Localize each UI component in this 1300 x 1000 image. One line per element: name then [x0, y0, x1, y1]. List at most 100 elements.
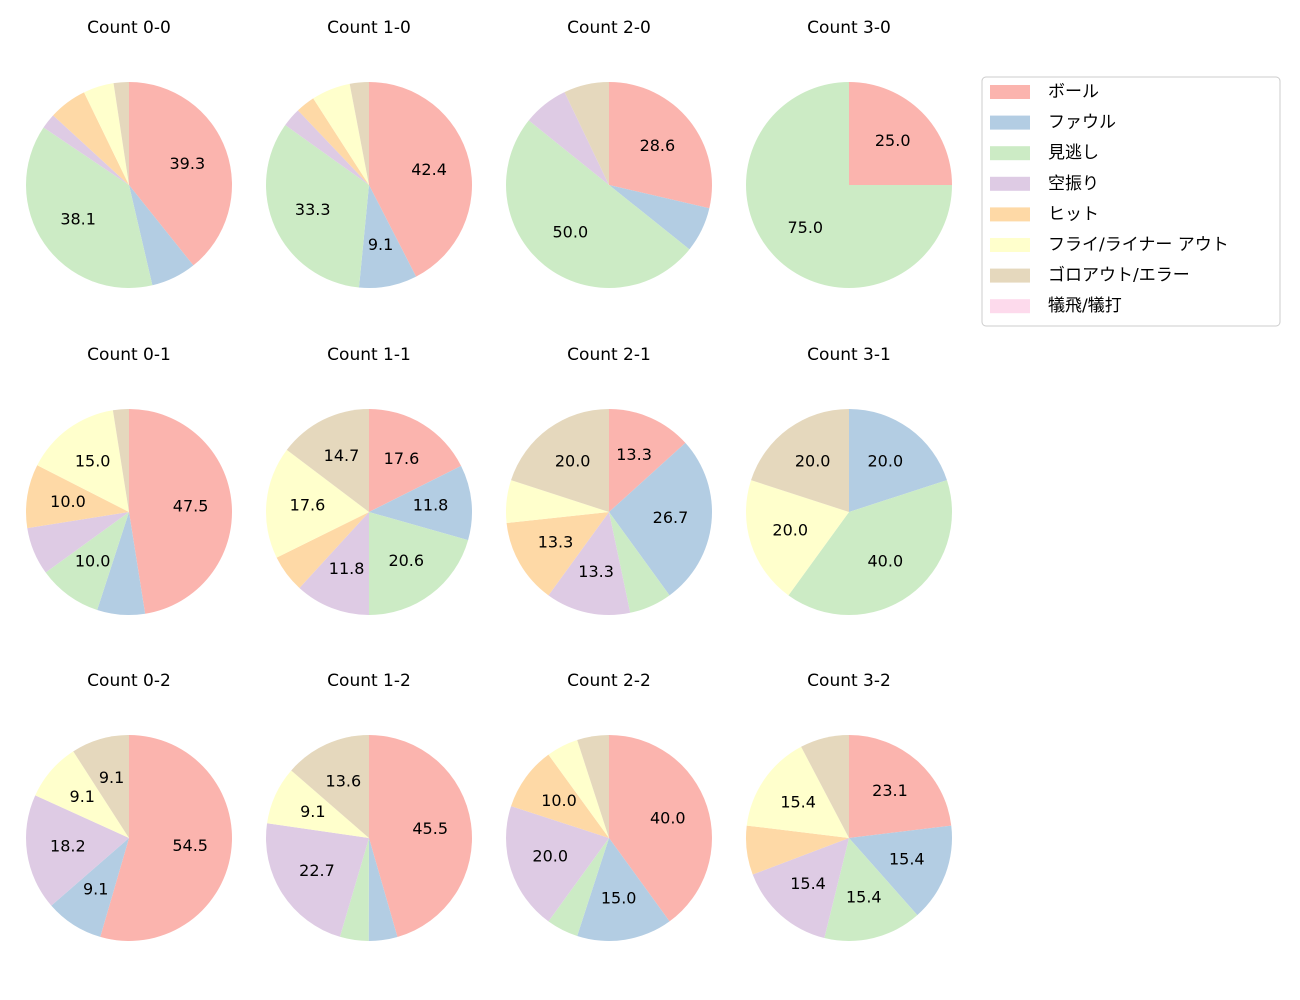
slice-label: 11.8 — [413, 496, 449, 515]
pie-slice — [358, 185, 417, 288]
slice-label: 10.0 — [75, 551, 111, 570]
pie-slice — [267, 770, 369, 838]
slice-label: 20.6 — [388, 551, 424, 570]
legend-label: ボール — [1048, 82, 1099, 102]
slice-label: 54.5 — [172, 836, 208, 855]
slice-label: 11.8 — [329, 559, 365, 578]
pie-slice — [276, 512, 369, 588]
pie-slice — [97, 512, 146, 615]
pie-slice — [849, 735, 952, 838]
slice-label: 15.4 — [790, 874, 826, 893]
slice-label: 42.4 — [411, 160, 447, 179]
slice-label: 13.3 — [538, 532, 574, 551]
pie-slice — [609, 185, 710, 250]
pie-slice — [26, 795, 130, 906]
pie-slice — [548, 838, 609, 936]
pie-slice — [37, 410, 129, 512]
slice-label: 23.1 — [872, 781, 908, 800]
pie-slice — [53, 92, 129, 185]
pie-slice — [752, 838, 849, 939]
pie-title: Count 3-1 — [807, 345, 891, 365]
slice-label: 9.1 — [83, 880, 108, 899]
legend-label: ファウル — [1048, 113, 1116, 133]
slice-label: 38.1 — [60, 210, 96, 229]
pie-title: Count 1-1 — [327, 345, 411, 365]
pie-slice — [511, 754, 609, 838]
pie-slice — [45, 512, 129, 610]
pie-slice — [297, 98, 369, 185]
pie-slice — [564, 92, 609, 185]
slice-label: 18.2 — [50, 836, 86, 855]
pie-slice — [286, 409, 369, 512]
slice-label: 50.0 — [553, 223, 589, 242]
pie-slice — [369, 465, 472, 541]
slice-label: 15.4 — [780, 792, 816, 811]
pie-slice — [266, 823, 369, 937]
pie-slice — [548, 740, 609, 838]
legend-swatch — [990, 207, 1030, 222]
pie-slice — [849, 409, 947, 512]
legend-swatch — [990, 115, 1030, 130]
pie-slice — [609, 735, 713, 922]
slice-label: 20.0 — [868, 452, 904, 471]
pie-title: Count 2-0 — [567, 18, 651, 38]
pie-slice — [506, 512, 609, 596]
pie-slice — [369, 512, 469, 615]
pie-title: Count 2-2 — [567, 671, 651, 691]
legend-label: ゴロアウト/エラー — [1048, 265, 1190, 286]
legend-swatch — [990, 146, 1030, 161]
slice-label: 75.0 — [787, 218, 823, 237]
pie-slice — [100, 735, 232, 942]
pie-slice — [313, 83, 369, 185]
slice-label: 20.0 — [532, 847, 568, 866]
pie-slice — [577, 838, 670, 941]
pie-slice — [349, 82, 369, 185]
slice-label: 9.1 — [300, 802, 325, 821]
pie-slice — [26, 465, 130, 529]
pie-title: Count 1-2 — [327, 671, 411, 691]
slice-label: 9.1 — [99, 768, 124, 787]
pie-slice — [339, 838, 369, 941]
slice-label: 15.0 — [601, 889, 637, 908]
pie-slice — [51, 838, 130, 937]
pie-slice — [609, 82, 713, 209]
legend-swatch — [990, 268, 1030, 283]
slice-label: 15.0 — [75, 452, 111, 471]
pie-slice — [369, 735, 472, 937]
slice-label: 15.4 — [889, 849, 925, 868]
pie-slice — [112, 409, 129, 512]
slice-label: 33.3 — [295, 200, 331, 219]
pie-slice — [84, 83, 129, 185]
pie-title: Count 0-0 — [87, 18, 171, 38]
pie-slice — [801, 735, 849, 838]
slice-label: 22.7 — [299, 861, 335, 880]
pie-title: Count 1-0 — [327, 18, 411, 38]
pie-slice — [788, 480, 952, 615]
pie-slice — [506, 480, 609, 523]
slice-label: 45.5 — [412, 819, 448, 838]
pie-slice — [506, 120, 690, 288]
pie-slice — [26, 127, 153, 289]
pie-slice — [369, 409, 462, 512]
pie-slice — [266, 125, 369, 288]
pie-title: Count 3-0 — [807, 18, 891, 38]
pie-slice — [291, 735, 369, 838]
pie-slice — [285, 110, 369, 185]
pie-slice — [577, 735, 609, 838]
slice-label: 20.0 — [772, 521, 808, 540]
pie-slice — [129, 82, 232, 266]
slice-label: 28.6 — [640, 136, 676, 155]
pie-slice — [849, 825, 952, 916]
pie-slice — [609, 512, 670, 613]
slice-label: 47.5 — [173, 497, 209, 516]
slice-label: 17.6 — [384, 449, 420, 468]
pie-slice — [609, 442, 712, 596]
pie-slice — [746, 825, 849, 875]
slice-label: 13.6 — [326, 771, 362, 790]
pie-slice — [113, 82, 129, 185]
pie-slice — [746, 82, 952, 288]
pie-slice — [564, 82, 609, 185]
legend-label: ヒット — [1048, 204, 1099, 224]
slice-label: 40.0 — [650, 808, 686, 827]
